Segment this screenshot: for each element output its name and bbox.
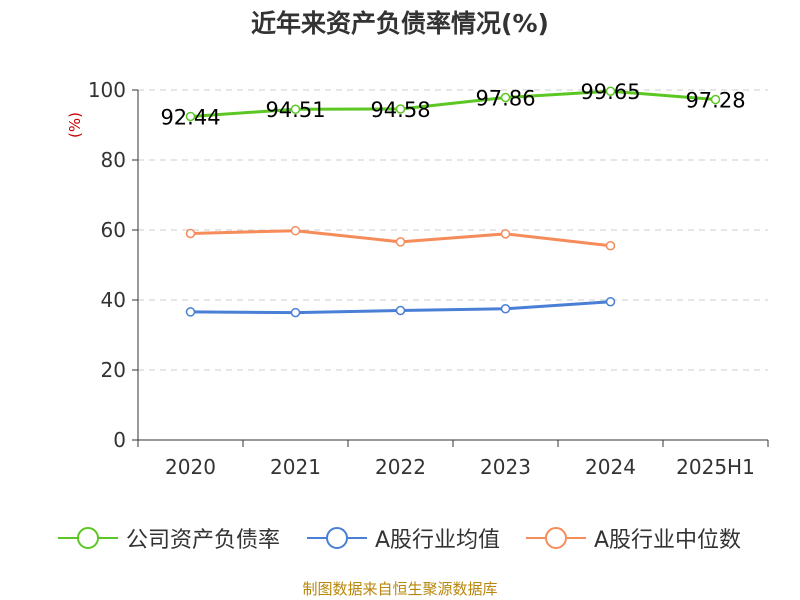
grid-lines (138, 89, 768, 371)
legend-label-industry-avg: A股行业均值 (375, 528, 501, 553)
series-lines (185, 86, 721, 318)
legend-industry-median-icon (526, 527, 586, 549)
data-label-company-2022: 94.58 (370, 98, 430, 122)
point-industry_avg-2023 (500, 304, 511, 314)
x-tick-label-2020: 2020 (165, 455, 216, 479)
y-tick-label-20: 20 (101, 358, 126, 382)
legend-item-company[interactable]: 公司资产负债率 (58, 520, 280, 556)
y-tick-label-40: 40 (101, 288, 126, 312)
legend-industry-avg-icon (307, 527, 367, 549)
chart-title: 近年来资产负债率情况(%) (251, 9, 549, 38)
x-tick-label-2021: 2021 (270, 455, 321, 479)
y-tick-label-100: 100 (88, 78, 126, 102)
x-tick-label-2023: 2023 (480, 455, 531, 479)
series-line-company (190, 89, 716, 118)
x-tick-label-2025H1: 2025H1 (676, 455, 755, 479)
legend-company-icon (58, 527, 118, 549)
point-industry_avg-2021 (290, 307, 301, 318)
data-label-company-2025H1: 97.28 (685, 89, 745, 113)
legend-item-industry-avg[interactable]: A股行业均值 (307, 520, 500, 556)
point-company-2024 (605, 86, 616, 96)
data-label-company-2020: 92.44 (160, 105, 220, 129)
point-company-2023 (500, 92, 511, 103)
y-axis-unit-label: (%) (66, 112, 84, 138)
point-industry_avg-2020 (185, 307, 196, 317)
source-note: 制图数据来自恒生聚源数据库 (302, 580, 498, 598)
point-industry_median-2022 (395, 237, 406, 247)
x-tick-label-2024: 2024 (585, 455, 636, 479)
legend: 公司资产负债率 A股行业均值 A股行业中位数 (0, 520, 800, 556)
y-tick-label-60: 60 (101, 218, 126, 242)
legend-label-industry-median: A股行业中位数 (594, 528, 742, 553)
point-industry_avg-2022 (395, 305, 406, 316)
axes: 0 20 40 60 80 100(%) 2020 2021 2022 2023 2024 2025H… (66, 78, 769, 479)
x-tick-label-2022: 2022 (375, 455, 426, 479)
point-industry_median-2024 (605, 241, 616, 251)
point-industry_median-2023 (500, 229, 511, 239)
data-labels: 92.44 94.51 94.58 97.86 99.65 97.28 (160, 80, 745, 129)
point-industry_median-2021 (290, 225, 301, 236)
data-label-company-2024: 99.65 (580, 80, 640, 104)
point-industry_avg-2024 (605, 297, 616, 307)
point-company-2020 (185, 111, 196, 122)
point-industry_median-2020 (185, 228, 196, 239)
data-label-company-2021: 94.51 (265, 98, 325, 122)
y-tick-label-80: 80 (101, 148, 126, 172)
point-company-2021 (290, 104, 301, 114)
data-label-company-2023: 97.86 (475, 86, 535, 110)
y-tick-label-0: 0 (113, 428, 126, 452)
point-company-2025H1 (710, 94, 721, 105)
legend-label-company: 公司资产负债率 (126, 528, 281, 553)
legend-item-industry-median[interactable]: A股行业中位数 (526, 520, 741, 556)
point-company-2022 (395, 104, 406, 114)
